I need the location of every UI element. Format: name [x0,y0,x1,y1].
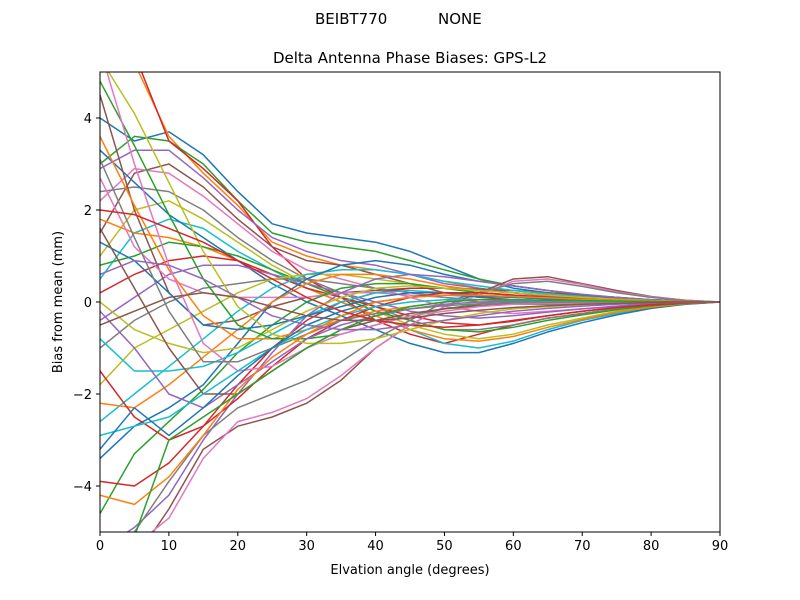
y-tick-label: −2 [73,388,92,403]
y-axis-label: Bias from mean (mm) [51,231,66,373]
x-tick-label: 90 [712,539,729,554]
y-tick-label: 0 [84,296,92,311]
series-lines [100,72,720,532]
series-line-15 [100,264,720,322]
x-tick-label: 30 [298,539,315,554]
series-line-42 [100,294,720,506]
x-tick-label: 80 [643,539,660,554]
x-axis-label: Elvation angle (degrees) [330,563,489,578]
y-tick-label: 4 [84,112,92,127]
y-axis: −4 −2 0 2 4 [73,112,100,495]
series-line-11 [100,149,720,354]
x-tick-label: 70 [574,539,591,554]
x-tick-label: 0 [96,539,104,554]
series-line-45 [100,259,720,331]
x-tick-label: 10 [161,539,178,554]
series-line-43 [135,298,720,532]
chart-title: Delta Antenna Phase Biases: GPS-L2 [273,49,547,67]
x-tick-label: 50 [436,539,453,554]
x-tick-label: 40 [367,539,384,554]
x-tick-label: 20 [230,539,247,554]
suptitle-radome: NONE [438,10,482,28]
series-line-25 [126,273,720,532]
suptitle-station: BEIBT770 [315,10,387,28]
x-tick-label: 60 [505,539,522,554]
series-line-46 [100,292,720,326]
series-line-29 [100,285,720,354]
y-tick-label: 2 [84,204,92,219]
y-tick-label: −4 [73,480,92,495]
x-axis: 0 10 20 30 40 50 60 70 80 90 [96,532,728,554]
